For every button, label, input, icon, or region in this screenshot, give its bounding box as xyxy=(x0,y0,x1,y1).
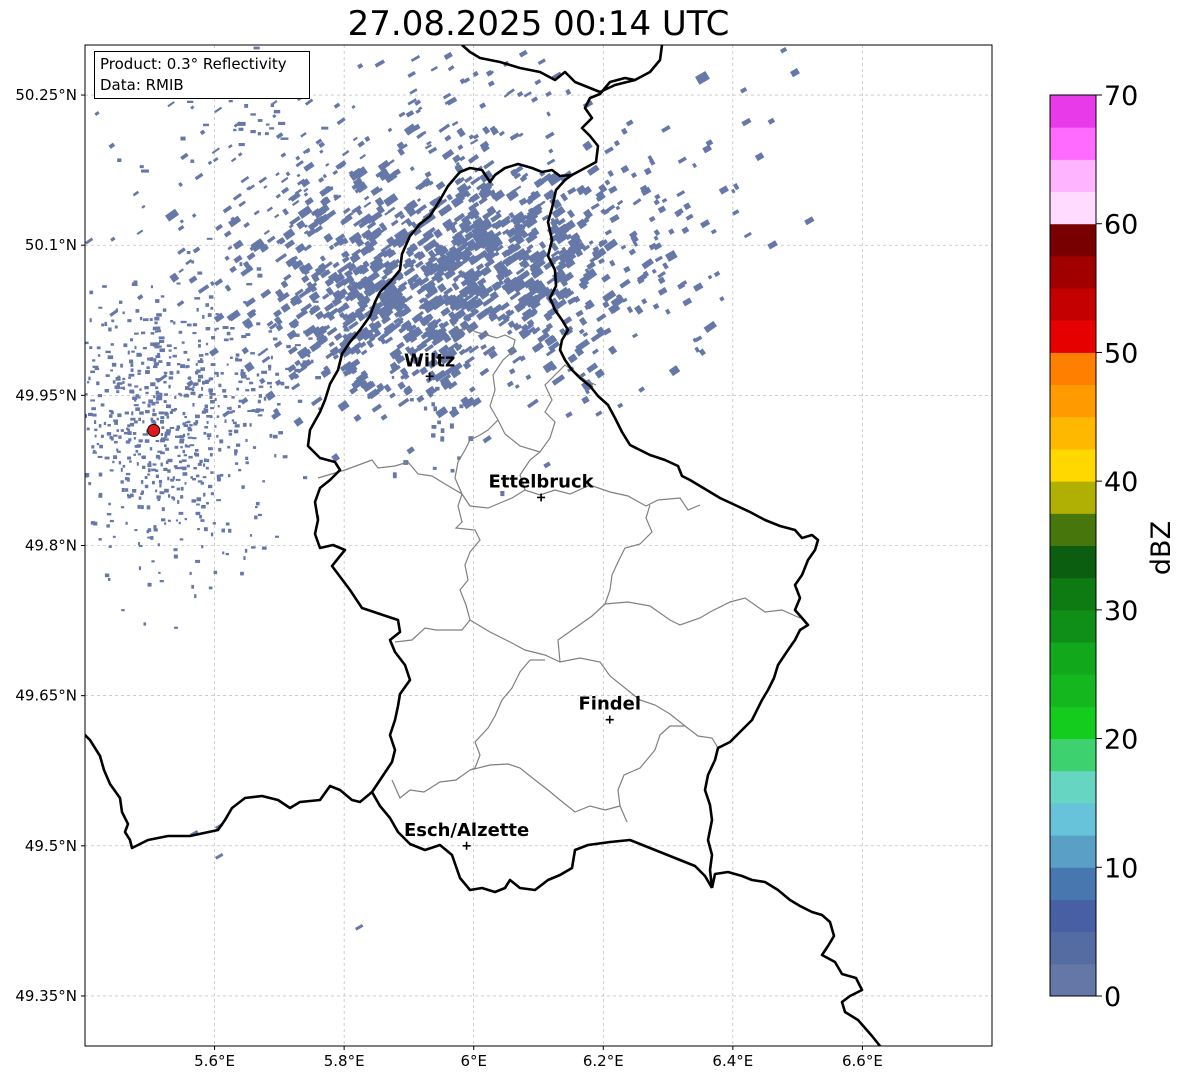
city-label: Findel xyxy=(578,694,641,715)
radar-site-marker xyxy=(147,423,161,437)
product-label: Product: 0.3° Reflectivity xyxy=(100,55,287,73)
map-axis-labels: 5.6°E 5.8°E 6°E 6.2°E 6.4°E 6.6°E 50.25°N 50.1°… xyxy=(15,86,883,1070)
city-ettelbruck: Ettelbruck xyxy=(489,471,595,502)
lat-tick-label: 49.65°N xyxy=(15,687,77,705)
lat-tick-label: 50.1°N xyxy=(25,236,77,254)
city-esch-alzette: Esch/Alzette xyxy=(404,820,529,850)
radar-site-dot xyxy=(147,423,161,437)
lat-tick-label: 50.25°N xyxy=(15,86,77,104)
city-marker xyxy=(605,715,614,724)
city-label: Esch/Alzette xyxy=(404,820,529,841)
data-source-label: Data: RMIB xyxy=(100,76,184,94)
lat-tick-label: 49.95°N xyxy=(15,386,77,404)
city-marker xyxy=(462,841,471,850)
lon-tick-label: 6.2°E xyxy=(583,1052,624,1070)
city-wiltz: Wiltz xyxy=(404,350,455,381)
map-title: 27.08.2025 00:14 UTC xyxy=(347,4,730,44)
city-markers: Wiltz Ettelbruck Findel Esch/Alzette xyxy=(404,350,641,850)
lat-tick-label: 49.35°N xyxy=(15,987,77,1005)
lon-tick-label: 5.6°E xyxy=(194,1052,235,1070)
country-borders xyxy=(85,45,882,1046)
lon-tick-label: 5.8°E xyxy=(324,1052,365,1070)
canton-borders xyxy=(317,321,801,823)
lon-tick-label: 6.4°E xyxy=(712,1052,753,1070)
city-marker xyxy=(537,493,546,502)
map-gridlines xyxy=(85,45,992,1046)
reflectivity-echoes xyxy=(85,46,815,931)
city-label: Ettelbruck xyxy=(489,471,595,492)
lon-tick-label: 6°E xyxy=(460,1052,487,1070)
lat-tick-label: 49.5°N xyxy=(25,837,77,855)
city-marker xyxy=(425,372,434,381)
lat-tick-label: 49.8°N xyxy=(25,537,77,555)
info-box: Product: 0.3° Reflectivity Data: RMIB xyxy=(94,51,310,99)
city-findel: Findel xyxy=(578,694,641,724)
city-label: Wiltz xyxy=(404,350,455,371)
lon-tick-label: 6.6°E xyxy=(842,1052,883,1070)
